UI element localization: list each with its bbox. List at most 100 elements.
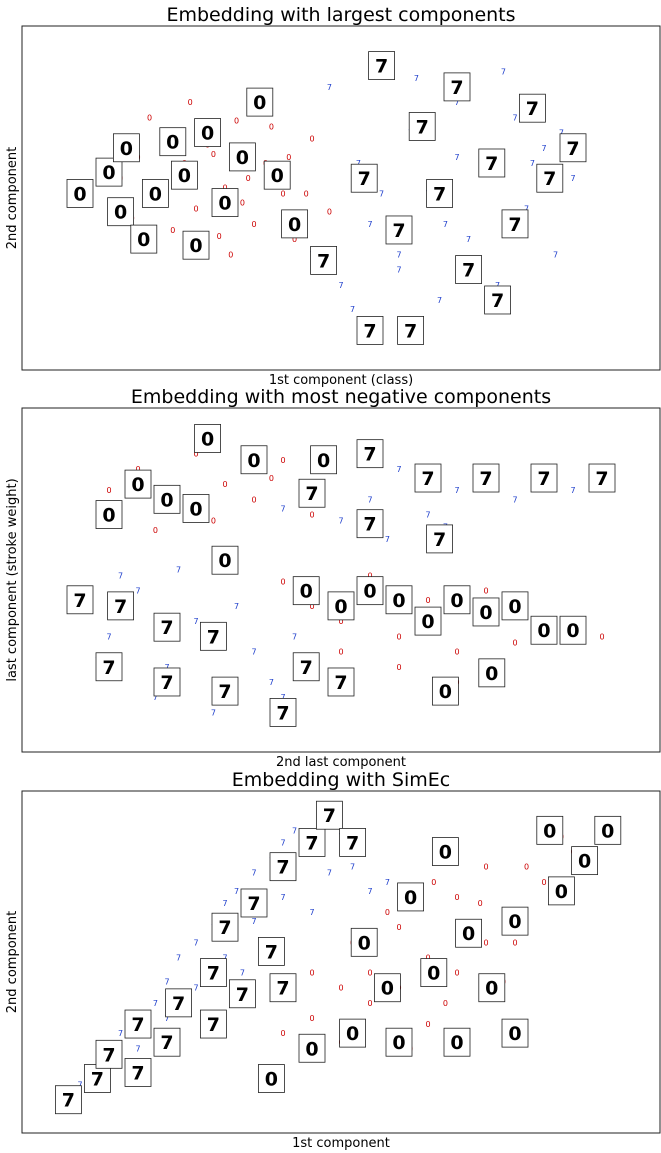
thumbnail-digit: 7 xyxy=(160,617,173,639)
thumbnail: 7 xyxy=(328,668,354,696)
thumbnail: 7 xyxy=(316,801,342,829)
thumbnail-digit: 0 xyxy=(201,123,214,145)
thumbnail-digit: 7 xyxy=(207,1014,220,1036)
thumbnail: 0 xyxy=(183,494,209,522)
thumbnail: 7 xyxy=(125,1058,151,1086)
point: 7 xyxy=(176,565,181,574)
thumbnail-digit: 7 xyxy=(317,250,330,272)
thumbnail: 7 xyxy=(96,1040,122,1068)
thumbnail-digit: 0 xyxy=(265,1069,278,1091)
thumbnail-digit: 0 xyxy=(253,92,266,114)
thumbnail: 0 xyxy=(502,907,528,935)
thumbnail-digit: 0 xyxy=(566,620,579,642)
thumbnail-digit: 0 xyxy=(102,162,115,184)
thumbnail: 0 xyxy=(479,974,505,1002)
point: 7 xyxy=(164,978,169,987)
point: 7 xyxy=(251,869,256,878)
thumbnail: 0 xyxy=(537,816,563,844)
point: 0 xyxy=(483,938,488,947)
thumbnail: 7 xyxy=(299,479,325,507)
point: 7 xyxy=(176,953,181,962)
point: 0 xyxy=(309,969,314,978)
thumbnail: 0 xyxy=(160,128,186,156)
point: 7 xyxy=(292,632,297,641)
thumbnail: 0 xyxy=(142,179,168,207)
thumbnail: 0 xyxy=(131,225,157,253)
thumbnail: 7 xyxy=(444,73,470,101)
thumbnail: 0 xyxy=(212,189,238,217)
thumbnail-digit: 7 xyxy=(508,214,521,236)
point: 7 xyxy=(541,144,546,153)
point: 0 xyxy=(269,122,274,131)
point: 7 xyxy=(327,869,332,878)
thumbnail-digit: 0 xyxy=(247,450,260,472)
thumbnail-digit: 0 xyxy=(201,428,214,450)
thumbnail: 0 xyxy=(595,816,621,844)
figure: Embedding with largest components1st com… xyxy=(0,0,661,1153)
point: 0 xyxy=(396,663,401,672)
thumbnail-digit: 7 xyxy=(207,963,220,985)
thumbnail-digit: 0 xyxy=(392,590,405,612)
thumbnail-digit: 0 xyxy=(404,887,417,909)
thumbnail: 7 xyxy=(560,134,586,162)
thumbnail-digit: 7 xyxy=(363,514,376,536)
thumbnail: 0 xyxy=(415,607,441,635)
thumbnail-digit: 7 xyxy=(346,832,359,854)
point: 7 xyxy=(385,878,390,887)
thumbnail-digit: 0 xyxy=(508,596,521,618)
point: 0 xyxy=(512,638,517,647)
thumbnail: 0 xyxy=(264,161,290,189)
thumbnail: 7 xyxy=(200,1010,226,1038)
point: 7 xyxy=(106,632,111,641)
thumbnail: 0 xyxy=(351,928,377,956)
point: 0 xyxy=(280,1029,285,1038)
point: 0 xyxy=(106,486,111,495)
thumbnail-digit: 0 xyxy=(479,602,492,624)
point: 0 xyxy=(367,969,372,978)
x-axis-label: 2nd last component xyxy=(276,755,406,770)
thumbnail: 0 xyxy=(229,143,255,171)
point: 0 xyxy=(524,863,529,872)
thumbnail: 7 xyxy=(229,980,255,1008)
point: 0 xyxy=(396,923,401,932)
thumbnail-digit: 7 xyxy=(375,56,388,78)
thumbnail-digit: 7 xyxy=(404,320,417,342)
thumbnail: 7 xyxy=(386,216,412,244)
thumbnail-digit: 0 xyxy=(218,193,231,215)
point: 0 xyxy=(170,226,175,235)
y-axis-label: 2nd component xyxy=(5,147,20,249)
thumbnail: 0 xyxy=(328,592,354,620)
point: 7 xyxy=(443,220,448,229)
thumbnail-digit: 7 xyxy=(491,290,504,312)
thumbnail: 7 xyxy=(258,937,284,965)
thumbnail: 0 xyxy=(560,616,586,644)
thumbnail-digit: 0 xyxy=(334,596,347,618)
thumbnail: 7 xyxy=(212,913,238,941)
point: 0 xyxy=(338,984,343,993)
point: 0 xyxy=(269,474,274,483)
thumbnail: 7 xyxy=(369,52,395,80)
thumbnail: 7 xyxy=(55,1086,81,1114)
thumbnail: 7 xyxy=(67,586,93,614)
thumbnail: 7 xyxy=(270,974,296,1002)
point: 7 xyxy=(280,838,285,847)
thumbnail-digit: 0 xyxy=(218,550,231,572)
thumbnail: 0 xyxy=(96,158,122,186)
point: 7 xyxy=(309,908,314,917)
thumbnail-digit: 7 xyxy=(91,1069,104,1091)
thumbnail: 0 xyxy=(340,1019,366,1047)
thumbnail-digit: 7 xyxy=(433,529,446,551)
point: 7 xyxy=(367,887,372,896)
thumbnail-digit: 7 xyxy=(358,168,371,190)
point: 7 xyxy=(396,266,401,275)
point: 7 xyxy=(466,235,471,244)
thumbnail: 7 xyxy=(531,464,557,492)
thumbnail-digit: 7 xyxy=(131,1062,144,1084)
thumbnail: 7 xyxy=(519,94,545,122)
point: 0 xyxy=(251,220,256,229)
thumbnail: 0 xyxy=(212,546,238,574)
thumbnail: 0 xyxy=(171,161,197,189)
thumbnail: 0 xyxy=(282,210,308,238)
thumbnail: 0 xyxy=(479,659,505,687)
point: 0 xyxy=(280,456,285,465)
